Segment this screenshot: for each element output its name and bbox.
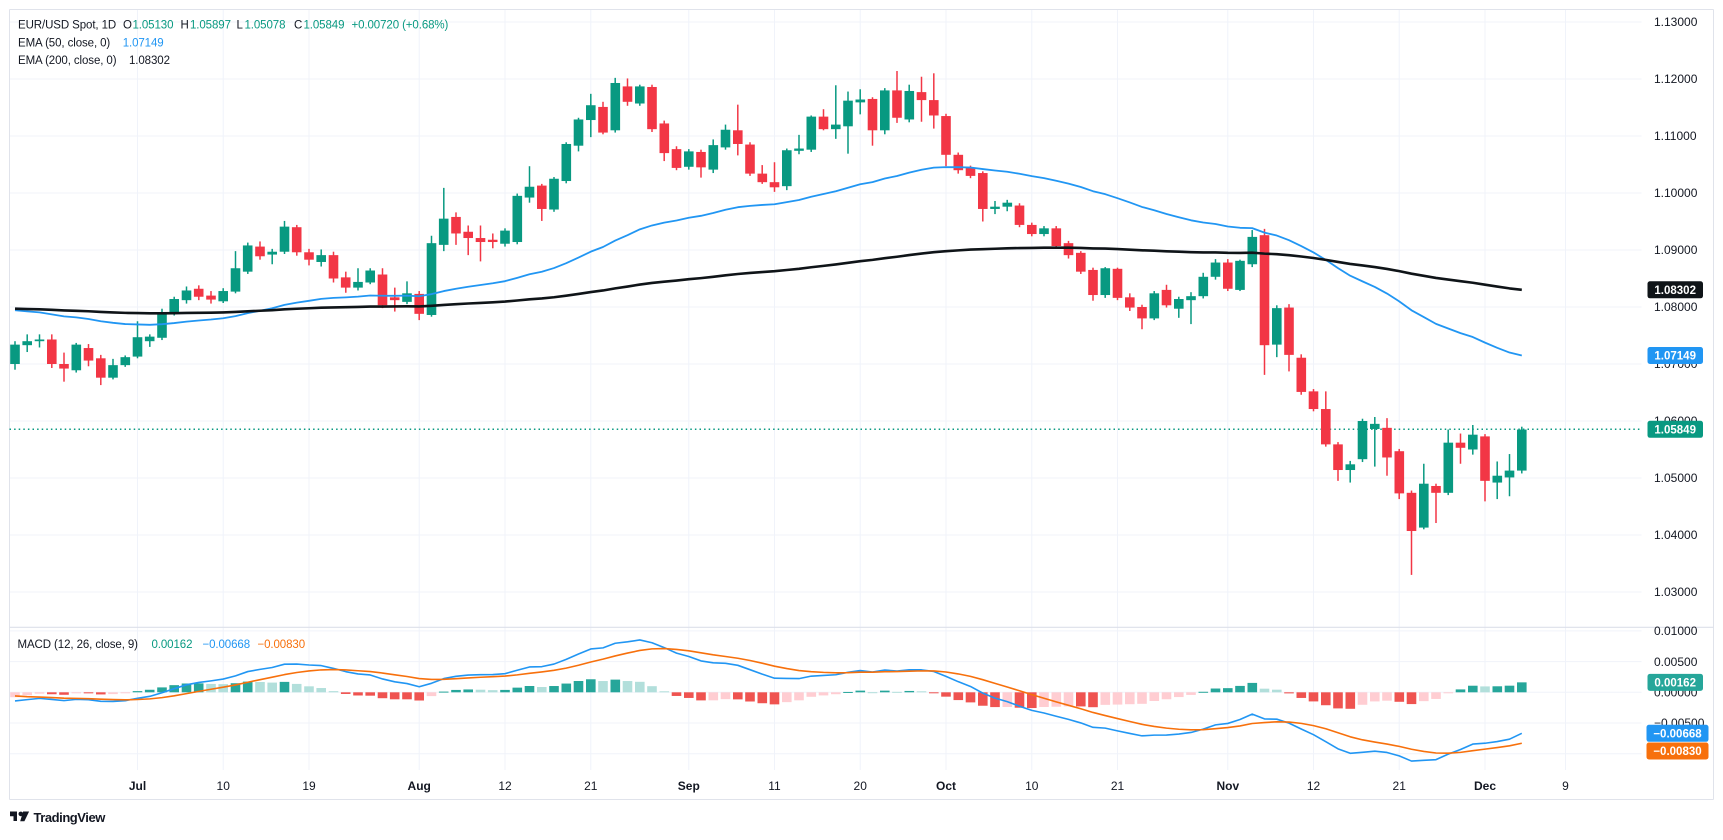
svg-text:1.12000: 1.12000 [1654,72,1698,86]
svg-text:−0.00668: −0.00668 [1653,729,1702,741]
svg-text:1.11000: 1.11000 [1654,129,1697,143]
svg-text:1.10000: 1.10000 [1654,186,1698,200]
svg-text:TradingView: TradingView [34,810,107,825]
svg-text:9: 9 [1562,779,1569,793]
svg-text:21: 21 [1393,779,1407,793]
svg-text:19: 19 [302,779,316,793]
svg-text:1.13000: 1.13000 [1654,15,1698,29]
svg-text:1.04000: 1.04000 [1654,528,1698,542]
svg-text:10: 10 [217,779,231,793]
svg-text:20: 20 [854,779,868,793]
svg-text:1.03000: 1.03000 [1654,585,1698,599]
svg-text:EMA (50, close, 0)1.07149: EMA (50, close, 0) 1.07149 [18,38,164,50]
svg-text:1.05849: 1.05849 [1654,425,1696,437]
svg-text:1.09000: 1.09000 [1654,243,1698,257]
svg-text:0.00162: 0.00162 [1654,678,1696,690]
svg-text:MACD (12, 26, close, 9)0.00162: MACD (12, 26, close, 9) 0.00162 −0.00668 −0… [18,639,306,651]
svg-text:1.08000: 1.08000 [1654,300,1698,314]
svg-text:Sep: Sep [678,779,700,793]
svg-text:−0.00830: −0.00830 [1653,746,1701,758]
svg-text:10: 10 [1025,779,1039,793]
svg-text:12: 12 [498,779,512,793]
svg-text:Jul: Jul [129,779,146,793]
svg-text:1.08302: 1.08302 [1654,285,1696,297]
svg-text:21: 21 [584,779,598,793]
svg-text:Aug: Aug [408,779,431,793]
svg-text:0.01000: 0.01000 [1654,624,1698,638]
svg-text:21: 21 [1111,779,1125,793]
svg-text:0.00500: 0.00500 [1654,655,1698,669]
svg-text:1.05000: 1.05000 [1654,471,1698,485]
svg-text:Nov: Nov [1216,779,1239,793]
svg-text:Oct: Oct [936,779,956,793]
svg-text:1.07149: 1.07149 [1654,351,1696,363]
svg-text:11: 11 [768,779,781,793]
svg-text:EMA (200, close, 0)1.08302: EMA (200, close, 0) 1.08302 [18,55,170,67]
svg-text:12: 12 [1307,779,1321,793]
svg-text:Dec: Dec [1474,779,1496,793]
